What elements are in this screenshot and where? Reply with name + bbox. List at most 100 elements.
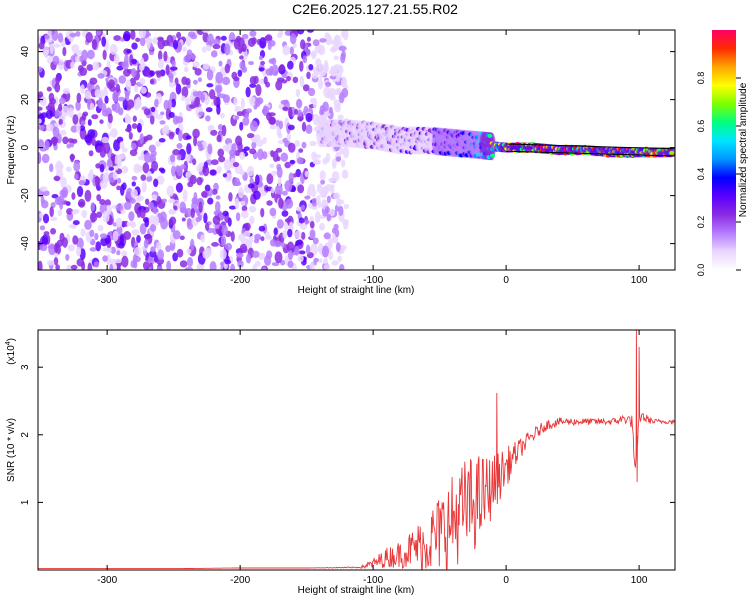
heatmap-cell [130,30,136,40]
heatmap-cell [172,39,179,50]
heatmap-cell [69,32,77,38]
heatmap-cell [305,244,311,255]
heatmap-cell [62,88,70,95]
heatmap-cell [193,191,198,204]
heatmap-cell [669,150,675,155]
heatmap-cell [264,35,273,42]
heatmap-cell [209,124,215,131]
heatmap-cell [297,116,304,121]
heatmap-cell [287,250,294,261]
heatmap-cell [227,217,232,227]
heatmap-cell [223,159,231,171]
heatmap-cell [328,106,333,115]
heatmap-cell [295,88,301,98]
heatmap-cell [280,99,289,105]
heatmap-cell [285,198,294,209]
heatmap-cell [287,60,294,70]
heatmap-cell [173,205,178,210]
heatmap-cell [342,146,350,159]
heatmap-cell [76,258,85,267]
heatmap-cell [158,138,166,143]
heatmap-cell [38,152,42,164]
heatmap-cell [40,112,49,119]
heatmap-cell [62,136,69,145]
heatmap-cell [68,224,76,229]
heatmap-cell [53,43,61,48]
heatmap-cell [126,49,132,54]
heatmap-cell [136,122,142,133]
heatmap-cell [76,92,82,103]
heatmap-cell [96,211,103,218]
heatmap-cell [187,181,194,188]
y-tick-label: -20 [20,188,31,203]
heatmap-cell [490,153,496,158]
heatmap-cell [269,238,277,247]
snr-y-label: SNR (10 * v/v) [6,418,17,482]
heatmap-cell [247,183,255,189]
heatmap-cell [76,246,82,257]
heatmap-cell [175,182,183,193]
heatmap-cell [297,184,305,194]
heatmap-cell [326,195,331,204]
heatmap-cell [38,118,42,124]
snr-y-multiplier: (x104) [5,338,17,365]
heatmap-cell [271,262,280,267]
heatmap-cell [55,74,61,85]
heatmap-cell [139,223,147,235]
heatmap-cell [342,220,349,230]
heatmap-cell [313,154,322,159]
heatmap-cell [110,246,116,254]
heatmap-cell [305,112,313,123]
heatmap-cell [132,254,138,265]
heatmap-cell [214,201,221,213]
heatmap-cell [144,218,150,228]
heatmap-cell [134,202,142,215]
heatmap-cell [157,249,164,261]
heatmap-cell [151,160,159,172]
heatmap-cell [84,189,92,202]
heatmap-cell [338,45,347,52]
heatmap-cell [195,216,201,223]
heatmap-cell [152,206,158,215]
heatmap-cell [279,30,284,37]
heatmap-cell [125,79,132,92]
heatmap-cell [312,39,320,47]
heatmap-cell [103,86,108,99]
heatmap-cell [104,95,109,104]
heatmap-cell [337,114,344,120]
heatmap-cell [207,143,213,155]
heatmap-cell [278,197,284,209]
heatmap-cell [153,215,160,227]
heatmap-cell [165,245,171,253]
heatmap-cell [113,165,119,171]
heatmap-cell [190,208,196,219]
heatmap-cell [270,170,278,176]
heatmap-cell [292,76,299,84]
heatmap-cell [319,73,324,80]
heatmap-cell [50,216,58,222]
heatmap-cell [44,34,50,40]
heatmap-cell [211,242,219,247]
heatmap-cell [156,113,164,120]
heatmap-cell [201,191,208,198]
heatmap-cell [333,63,341,71]
heatmap-cell [296,206,302,212]
heatmap-cell [309,229,316,239]
heatmap-cell [79,55,84,63]
heatmap-cell [68,107,74,118]
heatmap-cell [91,38,98,50]
heatmap-cell [216,134,222,143]
heatmap-cell [89,102,95,111]
heatmap-cell [275,80,283,91]
heatmap-cell [107,113,113,124]
heatmap-cell [121,250,128,257]
y-tick-label: 2 [20,432,31,438]
heatmap-cell [246,133,255,139]
heatmap-cell [59,97,66,105]
heatmap-cell [153,178,159,188]
heatmap-cell [338,92,345,104]
heatmap-cell [324,81,332,87]
heatmap-cell [92,61,100,71]
heatmap-cell [281,190,288,196]
heatmap-cell [271,57,277,65]
